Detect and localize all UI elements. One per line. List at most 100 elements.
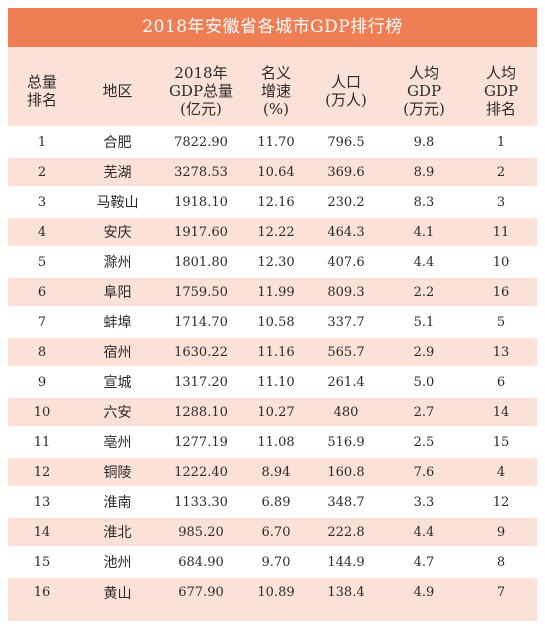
- cell-per-capita-rank: 5: [465, 306, 537, 337]
- cell-per-capita-rank: 11: [465, 216, 537, 247]
- cell-population: 796.5: [327, 134, 365, 150]
- header-total-rank: 总量 排名: [8, 55, 76, 128]
- cell-nominal-growth: 6.70: [243, 516, 309, 547]
- cell-gdp-total: 677.90: [159, 576, 243, 607]
- cell-nominal-growth: 11.08: [243, 426, 309, 457]
- cell-gdp-total: 684.90: [159, 546, 243, 577]
- cell-gdp-total: 1288.10: [159, 396, 243, 427]
- cell-per-capita-gdp: 4.9: [383, 576, 465, 607]
- cell-nominal-growth: 6.89: [243, 486, 309, 517]
- table-row: 11 亳州 1277.19 11.08 516.9 2.5 15: [8, 426, 537, 457]
- cell-per-capita-gdp: 3.3: [383, 486, 465, 517]
- table-row: 4 安庆 1917.60 12.22 464.3 4.1 11: [8, 216, 537, 247]
- cell-per-capita-gdp: 7.6: [383, 456, 465, 487]
- table-row: 10 六安 1288.10 10.27 480 2.7 14: [8, 396, 537, 427]
- cell-per-capita-rank: 10: [465, 246, 537, 277]
- cell-per-capita-gdp: 2.5: [383, 426, 465, 457]
- cell-total-rank: 6: [8, 276, 76, 307]
- cell-per-capita-gdp: 8.3: [383, 186, 465, 217]
- cell-per-capita-rank: 16: [465, 276, 537, 307]
- table-row: 6 阜阳 1759.50 11.99 809.3 2.2 16: [8, 276, 537, 307]
- header-population: 人口 (万人): [309, 55, 383, 128]
- header-per-capita-rank: 人均 GDP 排名: [465, 55, 537, 128]
- cell-total-rank: 15: [8, 546, 76, 577]
- cell-gdp-total: 1918.10: [159, 186, 243, 217]
- cell-region: 蚌埠: [76, 306, 159, 337]
- cell-gdp-total: 985.20: [159, 516, 243, 547]
- cell-per-capita-gdp: 4.1: [383, 216, 465, 247]
- cell-nominal-growth: 10.27: [243, 396, 309, 427]
- cell-per-capita-rank: 15: [465, 426, 537, 457]
- cell-nominal-growth: 10.89: [243, 576, 309, 607]
- cell-gdp-total: 1222.40: [159, 456, 243, 487]
- header-per-capita-gdp: 人均 GDP (万元): [383, 55, 465, 128]
- cell-per-capita-rank: 7: [465, 576, 537, 607]
- cell-population: 144.9: [309, 546, 383, 577]
- cell-gdp-total: 1277.19: [159, 426, 243, 457]
- cell-population: 230.2: [309, 186, 383, 217]
- cell-region: 池州: [76, 546, 159, 577]
- gdp-ranking-table: 总量 排名 地区 2018年 GDP总量 (亿元) 名义 增速 (%) 人口 (万人) 人均…: [8, 55, 537, 607]
- cell-per-capita-gdp: 4.4: [383, 516, 465, 547]
- cell-per-capita-rank: 3: [465, 186, 537, 217]
- table-body: 1 合肥 7822.90 11.70 796.5 9.8 1 2 芜湖 3278.53 10.64 3…: [8, 127, 537, 607]
- table-row: 3 马鞍山 1918.10 12.16 230.2 8.3 3: [8, 186, 537, 217]
- cell-gdp-total: 1714.70: [159, 306, 243, 337]
- table-row: 15 池州 684.90 9.70 144.9 4.7 8: [8, 546, 537, 577]
- cell-gdp-total: 1630.22: [159, 336, 243, 367]
- cell-nominal-growth: 8.94: [243, 456, 309, 487]
- cell-total-rank: 8: [8, 336, 76, 367]
- cell-per-capita-rank: 8: [465, 546, 537, 577]
- cell-nominal-growth: 11.99: [243, 276, 309, 307]
- cell-population: 138.4: [309, 576, 383, 607]
- cell-per-capita-gdp: 5.1: [383, 306, 465, 337]
- cell-nominal-growth: 11.16: [243, 336, 309, 367]
- cell-region: 马鞍山: [76, 186, 159, 217]
- cell-region: 黄山: [76, 576, 159, 607]
- cell-total-rank: 16: [8, 576, 76, 607]
- cell-population: 480: [309, 396, 383, 427]
- table-row: 14 淮北 985.20 6.70 222.8 4.4 9: [8, 516, 537, 547]
- cell-population: 369.6: [309, 156, 383, 187]
- cell-nominal-growth: 10.58: [243, 306, 309, 337]
- cell-region: 淮北: [76, 516, 159, 547]
- table-row: 1 合肥 7822.90 11.70 796.5 9.8 1: [8, 127, 537, 157]
- cell-total-rank: 10: [8, 396, 76, 427]
- cell-total-rank: 3: [8, 186, 76, 217]
- cell-nominal-growth: 12.22: [243, 216, 309, 247]
- cell-per-capita-gdp: 4.4: [383, 246, 465, 277]
- cell-gdp-total: 1317.20: [159, 366, 243, 397]
- table-row: 2 芜湖 3278.53 10.64 369.6 8.9 2: [8, 156, 537, 187]
- cell-gdp-total: 1133.30: [159, 486, 243, 517]
- cell-per-capita-gdp: 8.9: [383, 156, 465, 187]
- table-row: 16 黄山 677.90 10.89 138.4 4.9 7: [8, 576, 537, 607]
- cell-gdp-total: 1759.50: [159, 276, 243, 307]
- cell-region: 阜阳: [76, 276, 159, 307]
- cell-nominal-growth: 12.30: [243, 246, 309, 277]
- cell-per-capita-gdp: 2.7: [383, 396, 465, 427]
- cell-gdp-total: 1801.80: [159, 246, 243, 277]
- cell-region: 安庆: [76, 216, 159, 247]
- cell-nominal-growth: 12.16: [243, 186, 309, 217]
- cell-total-rank: 4: [8, 216, 76, 247]
- cell-region: 亳州: [76, 426, 159, 457]
- table-title: 2018年安徽省各城市GDP排行榜: [8, 8, 537, 47]
- header-gdp-total: 2018年 GDP总量 (亿元): [159, 55, 243, 128]
- cell-per-capita-rank: 14: [465, 396, 537, 427]
- cell-nominal-growth: 10.64: [243, 156, 309, 187]
- cell-per-capita-rank: 9: [465, 516, 537, 547]
- cell-gdp-total: 7822.90: [174, 134, 228, 150]
- ranking-card: 2018年安徽省各城市GDP排行榜 总量 排名 地区 2018年 GDP总量 (亿元)…: [8, 8, 537, 621]
- cell-region: 铜陵: [76, 456, 159, 487]
- cell-total-rank: 1: [37, 134, 47, 150]
- cell-gdp-total: 1917.60: [159, 216, 243, 247]
- cell-nominal-growth: 11.10: [243, 366, 309, 397]
- cell-population: 222.8: [309, 516, 383, 547]
- table-row: 9 宣城 1317.20 11.10 261.4 5.0 6: [8, 366, 537, 397]
- cell-region: 宣城: [76, 366, 159, 397]
- cell-per-capita-gdp: 9.8: [413, 134, 435, 150]
- cell-per-capita-gdp: 4.7: [383, 546, 465, 577]
- table-row: 8 宿州 1630.22 11.16 565.7 2.9 13: [8, 336, 537, 367]
- table-row: 13 淮南 1133.30 6.89 348.7 3.3 12: [8, 486, 537, 517]
- cell-total-rank: 14: [8, 516, 76, 547]
